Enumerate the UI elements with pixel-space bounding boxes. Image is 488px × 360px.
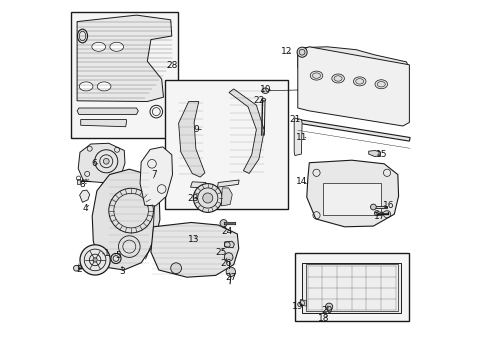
Polygon shape <box>77 108 138 114</box>
Polygon shape <box>228 89 264 174</box>
Circle shape <box>93 258 97 262</box>
Polygon shape <box>297 120 409 141</box>
Text: 2: 2 <box>76 266 81 274</box>
Polygon shape <box>294 118 302 156</box>
Text: 18: 18 <box>317 314 329 323</box>
Text: 13: 13 <box>188 235 200 244</box>
Ellipse shape <box>309 71 322 80</box>
Text: 14: 14 <box>295 177 306 186</box>
Circle shape <box>203 193 212 203</box>
Text: 9: 9 <box>193 125 198 134</box>
Text: 4: 4 <box>82 204 88 213</box>
Circle shape <box>370 204 375 210</box>
Polygon shape <box>80 190 89 202</box>
Polygon shape <box>374 206 386 208</box>
Polygon shape <box>81 120 126 127</box>
Text: 7: 7 <box>151 170 156 179</box>
Bar <box>77 179 80 184</box>
Text: 26: 26 <box>220 259 231 268</box>
Polygon shape <box>297 47 408 126</box>
Polygon shape <box>221 188 232 206</box>
Text: 8: 8 <box>80 180 85 189</box>
Circle shape <box>73 265 79 271</box>
Polygon shape <box>297 47 408 76</box>
Text: 25: 25 <box>215 248 226 257</box>
Ellipse shape <box>97 82 111 91</box>
Ellipse shape <box>374 80 387 89</box>
Ellipse shape <box>79 82 93 91</box>
Ellipse shape <box>261 98 265 101</box>
Ellipse shape <box>111 253 121 264</box>
Ellipse shape <box>331 74 344 83</box>
Bar <box>71 12 178 138</box>
Polygon shape <box>140 147 172 206</box>
Text: 1: 1 <box>104 249 110 258</box>
Text: 3: 3 <box>119 267 125 276</box>
Text: 24: 24 <box>221 227 232 236</box>
Text: 17: 17 <box>373 212 385 221</box>
Circle shape <box>325 303 332 310</box>
Circle shape <box>224 253 232 261</box>
Polygon shape <box>190 182 205 188</box>
Text: 22: 22 <box>253 96 264 105</box>
Circle shape <box>103 158 109 164</box>
Ellipse shape <box>353 77 365 86</box>
Text: 28: 28 <box>166 61 177 70</box>
Text: 5: 5 <box>115 251 121 260</box>
Text: 6: 6 <box>91 159 97 168</box>
Polygon shape <box>306 160 398 227</box>
Text: 23: 23 <box>187 194 199 203</box>
Text: 21: 21 <box>288 115 300 124</box>
Circle shape <box>220 220 227 227</box>
Text: 20: 20 <box>321 306 332 315</box>
Text: 16: 16 <box>382 202 393 210</box>
Ellipse shape <box>261 88 268 94</box>
Circle shape <box>193 184 222 212</box>
Polygon shape <box>77 15 171 102</box>
Circle shape <box>225 267 235 276</box>
Circle shape <box>374 211 379 216</box>
Circle shape <box>296 47 306 57</box>
Bar <box>322 183 380 215</box>
Polygon shape <box>92 169 160 270</box>
Text: 19: 19 <box>291 302 303 311</box>
Polygon shape <box>217 180 239 187</box>
Bar <box>302 263 400 313</box>
Polygon shape <box>78 143 125 183</box>
Bar <box>294 253 408 321</box>
Text: 15: 15 <box>375 150 386 159</box>
Polygon shape <box>151 222 238 277</box>
Polygon shape <box>224 241 234 248</box>
Polygon shape <box>300 300 306 306</box>
Ellipse shape <box>110 42 123 51</box>
Text: 11: 11 <box>296 133 307 142</box>
Bar <box>165 80 287 209</box>
Bar <box>306 264 397 311</box>
Ellipse shape <box>92 42 105 51</box>
Circle shape <box>170 263 181 274</box>
Polygon shape <box>178 102 204 177</box>
Text: 12: 12 <box>281 46 292 55</box>
Circle shape <box>80 245 110 275</box>
Polygon shape <box>368 150 380 157</box>
Text: 27: 27 <box>224 274 236 282</box>
Text: 10: 10 <box>260 85 271 94</box>
